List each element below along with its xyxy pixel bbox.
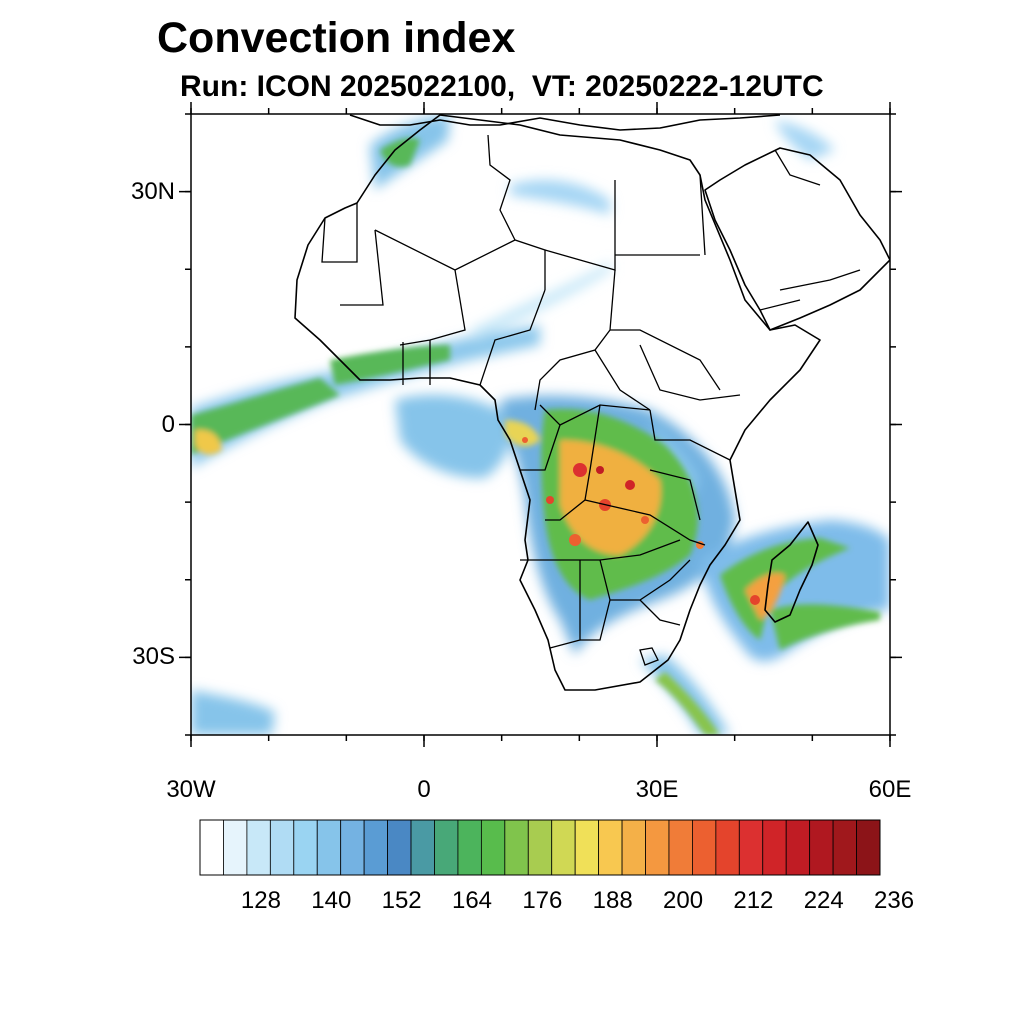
colorbar-swatch [551, 819, 576, 876]
country-borders [321, 134, 861, 666]
x-tick-label: 0 [417, 776, 431, 803]
coastlines [294, 114, 890, 691]
map-area [191, 114, 890, 735]
colorbar-swatch [621, 819, 646, 876]
colorbar-swatch [715, 819, 740, 876]
colorbar-swatch [856, 819, 881, 876]
colorbar-swatch [692, 819, 717, 876]
colorbar-swatch [574, 819, 600, 876]
y-tick-label: 30N [130, 177, 175, 205]
colorbar-label: 224 [803, 887, 844, 914]
colorbar-swatch [645, 819, 670, 876]
field-egypt-band [510, 180, 610, 215]
colorbar-swatch [340, 819, 365, 876]
colorbar-swatch [480, 819, 506, 876]
field-levant [775, 120, 835, 160]
chart-subtitle: Run: ICON 2025022100, VT: 20250222-12UTC [180, 70, 824, 103]
colorbar-label: 140 [311, 887, 352, 914]
field-sw-corner [191, 690, 275, 735]
colorbar-swatch [316, 819, 342, 876]
x-tick-label: 60E [868, 776, 912, 803]
convection-core [191, 138, 880, 735]
colorbar-swatch [809, 819, 834, 876]
colorbar-swatch [293, 819, 318, 876]
madagascar-coastline [764, 521, 819, 623]
y-tick-label: 0 [161, 410, 175, 438]
colorbar-swatch [738, 819, 764, 876]
colorbar-swatch [199, 819, 224, 876]
colorbar-label: 188 [592, 887, 633, 914]
colorbar-label: 128 [240, 887, 281, 914]
colorbar-label: 152 [381, 887, 422, 914]
colorbar-label: 164 [451, 887, 493, 914]
colorbar-label: 176 [522, 887, 563, 914]
colorbar-swatch [598, 819, 623, 876]
colorbar-swatch [223, 819, 248, 876]
field-gulf-guinea [395, 394, 511, 479]
colorbar-swatch [434, 819, 459, 876]
chart-title: Convection index [157, 14, 516, 62]
colorbar-swatch [762, 819, 787, 876]
colorbar-swatch [785, 819, 811, 876]
y-tick-label: 30S [132, 643, 175, 671]
axis-ticks [179, 102, 902, 747]
colorbar-label: 200 [663, 887, 704, 914]
colorbar-swatch [527, 819, 553, 876]
colorbar-swatch [410, 819, 435, 876]
colorbar-label: 236 [874, 887, 915, 914]
africa-coastline [294, 114, 821, 691]
colorbar-swatch [668, 819, 693, 876]
colorbar-swatch [246, 819, 271, 876]
colorbar-swatch [363, 819, 388, 876]
arabia-coastline [704, 147, 890, 331]
field-atlantic-band [191, 325, 540, 468]
x-tick-label: 30W [166, 776, 216, 803]
colorbar [199, 819, 881, 876]
colorbar-frame [199, 819, 881, 876]
colorbar-label: 212 [733, 887, 774, 914]
europe-coastline [349, 114, 781, 131]
colorbar-swatch [269, 819, 295, 876]
colorbar-swatch [387, 819, 412, 876]
colorbar-swatch [457, 819, 482, 876]
x-tick-label: 30E [635, 776, 679, 803]
colorbar-swatch [504, 819, 529, 876]
colorbar-swatch [832, 819, 857, 876]
